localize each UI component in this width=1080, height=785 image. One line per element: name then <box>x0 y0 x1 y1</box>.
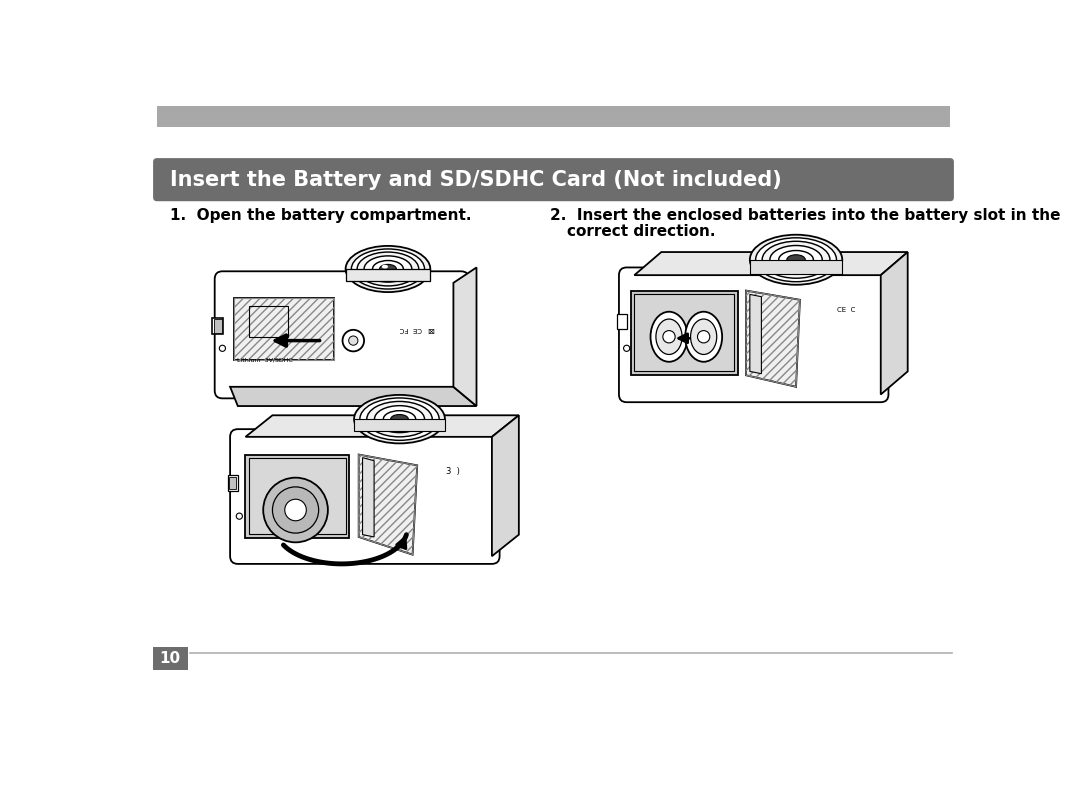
Bar <box>249 458 346 534</box>
Polygon shape <box>491 415 518 557</box>
Circle shape <box>623 345 630 352</box>
Text: 2.  Insert the enclosed batteries into the battery slot in the: 2. Insert the enclosed batteries into th… <box>550 208 1061 224</box>
Polygon shape <box>230 387 476 406</box>
Circle shape <box>237 513 242 519</box>
Ellipse shape <box>779 250 813 269</box>
FancyArrowPatch shape <box>678 334 689 343</box>
Circle shape <box>272 487 319 533</box>
Ellipse shape <box>364 256 411 282</box>
Circle shape <box>285 499 307 520</box>
Polygon shape <box>881 252 907 395</box>
Bar <box>229 477 237 489</box>
Polygon shape <box>359 455 417 555</box>
Bar <box>214 319 221 333</box>
Text: 1.  Open the battery compartment.: 1. Open the battery compartment. <box>170 208 472 224</box>
Circle shape <box>219 345 226 352</box>
Text: CE  C: CE C <box>837 307 855 312</box>
Ellipse shape <box>357 252 419 286</box>
Ellipse shape <box>787 255 806 265</box>
Ellipse shape <box>354 395 445 444</box>
FancyBboxPatch shape <box>153 158 954 201</box>
Ellipse shape <box>375 406 424 433</box>
Text: correct direction.: correct direction. <box>567 224 716 239</box>
Ellipse shape <box>367 401 432 436</box>
Polygon shape <box>354 419 445 432</box>
Bar <box>234 298 334 360</box>
Polygon shape <box>750 260 842 274</box>
Bar <box>249 306 288 337</box>
Circle shape <box>663 330 675 343</box>
Ellipse shape <box>756 238 837 282</box>
Polygon shape <box>346 269 430 280</box>
Text: Lithium  3V/SDHC: Lithium 3V/SDHC <box>237 357 293 363</box>
Bar <box>617 314 626 329</box>
FancyBboxPatch shape <box>215 272 469 398</box>
Polygon shape <box>750 294 761 374</box>
Bar <box>228 476 238 491</box>
Bar <box>634 294 734 371</box>
Ellipse shape <box>351 249 424 289</box>
Polygon shape <box>454 268 476 406</box>
Circle shape <box>349 336 357 345</box>
Circle shape <box>342 330 364 352</box>
FancyArrowPatch shape <box>275 335 320 346</box>
Ellipse shape <box>690 319 717 355</box>
Ellipse shape <box>685 312 723 362</box>
Ellipse shape <box>373 261 403 277</box>
Circle shape <box>698 330 710 343</box>
Polygon shape <box>634 252 907 276</box>
Ellipse shape <box>382 265 388 268</box>
FancyBboxPatch shape <box>619 268 889 402</box>
Ellipse shape <box>650 312 688 362</box>
Polygon shape <box>746 290 800 387</box>
Ellipse shape <box>346 246 430 292</box>
Ellipse shape <box>379 265 396 274</box>
Polygon shape <box>363 458 374 537</box>
Polygon shape <box>245 415 518 436</box>
Ellipse shape <box>383 411 416 428</box>
Ellipse shape <box>762 241 829 278</box>
Bar <box>157 106 950 127</box>
Text: 10: 10 <box>160 651 180 666</box>
Text: CE  FC: CE FC <box>400 326 422 332</box>
Bar <box>153 647 188 670</box>
Ellipse shape <box>770 246 822 274</box>
Bar <box>234 298 334 360</box>
Ellipse shape <box>391 414 408 424</box>
Ellipse shape <box>656 319 683 355</box>
Bar <box>631 290 739 375</box>
FancyBboxPatch shape <box>230 429 500 564</box>
Ellipse shape <box>750 235 842 285</box>
Bar <box>213 317 224 334</box>
Circle shape <box>264 477 328 542</box>
Text: ⊠: ⊠ <box>427 324 434 334</box>
Ellipse shape <box>360 398 440 440</box>
Text: Insert the Battery and SD/SDHC Card (Not included): Insert the Battery and SD/SDHC Card (Not… <box>170 170 782 190</box>
Bar <box>245 455 350 538</box>
Text: 3  ): 3 ) <box>446 467 460 476</box>
